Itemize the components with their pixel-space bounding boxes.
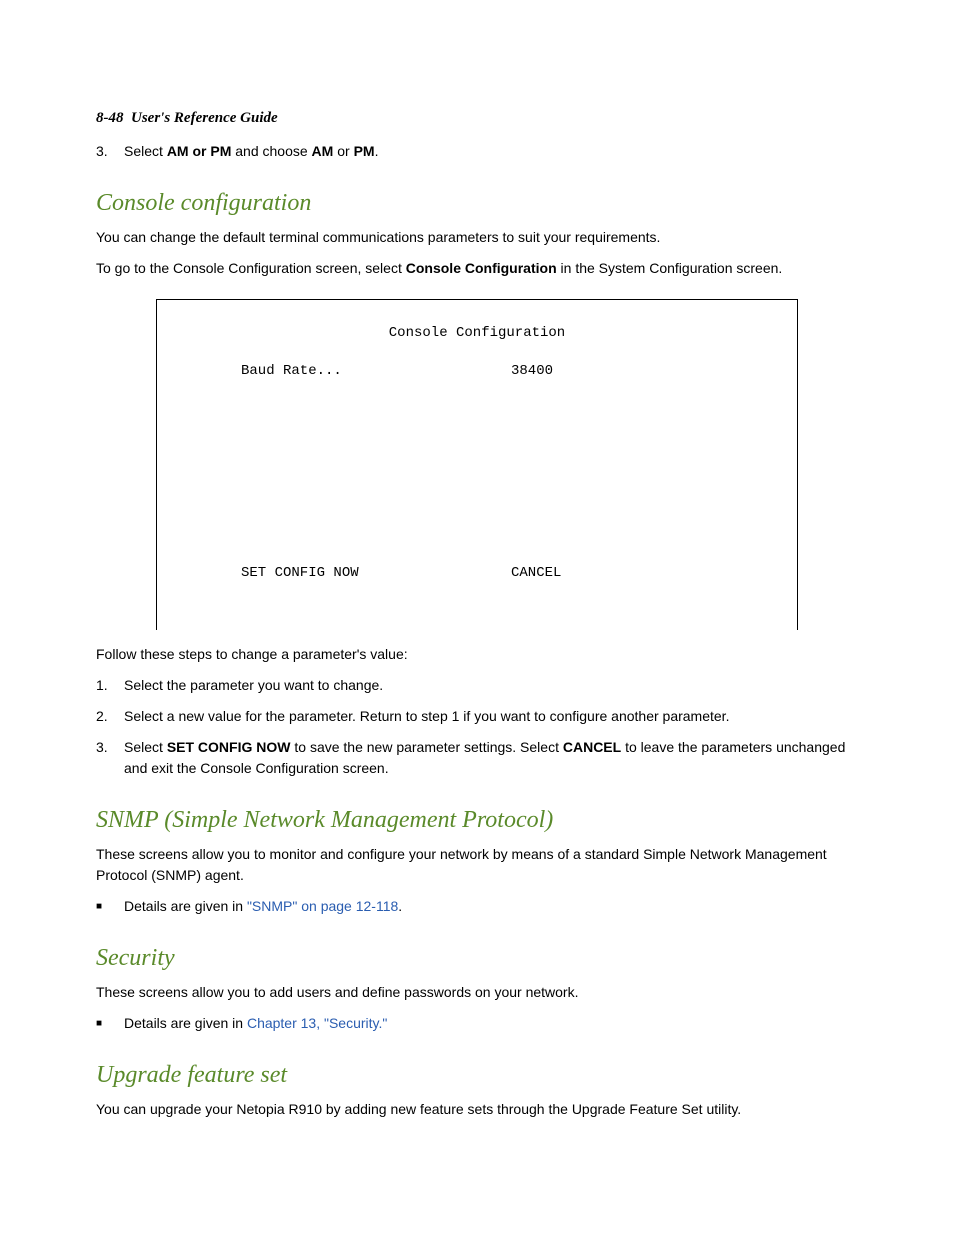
heading-snmp: SNMP (Simple Network Management Protocol…	[96, 807, 858, 834]
list-item: 3. Select AM or PM and choose AM or PM.	[96, 141, 858, 162]
paragraph: You can upgrade your Netopia R910 by add…	[96, 1099, 858, 1120]
paragraph: You can change the default terminal comm…	[96, 227, 858, 248]
paragraph: These screens allow you to monitor and c…	[96, 844, 858, 886]
paragraph: To go to the Console Configuration scree…	[96, 258, 858, 279]
page-number: 8-48	[96, 110, 124, 126]
list-item: 1. Select the parameter you want to chan…	[96, 675, 858, 696]
paragraph: These screens allow you to add users and…	[96, 982, 858, 1003]
list-body: Select AM or PM and choose AM or PM.	[124, 141, 858, 162]
console-screenshot: Console Configuration Baud Rate... 38400…	[156, 299, 798, 630]
list-body: Select a new value for the parameter. Re…	[124, 706, 858, 727]
bullet-body: Details are given in "SNMP" on page 12-1…	[124, 896, 402, 917]
list-item: 2. Select a new value for the parameter.…	[96, 706, 858, 727]
link-security[interactable]: Chapter 13, "Security."	[247, 1015, 387, 1031]
heading-security: Security	[96, 945, 858, 972]
bullet-icon: ■	[96, 1013, 124, 1034]
paragraph: Follow these steps to change a parameter…	[96, 644, 858, 665]
console-cancel: CANCEL	[511, 564, 561, 584]
console-buttons: SET CONFIG NOW CANCEL	[187, 564, 767, 584]
bullet-item: ■ Details are given in Chapter 13, "Secu…	[96, 1013, 858, 1034]
heading-upgrade: Upgrade feature set	[96, 1062, 858, 1089]
page-content: 8-48 User's Reference Guide 3. Select AM…	[0, 0, 954, 1190]
console-value: 38400	[511, 362, 553, 382]
link-snmp[interactable]: "SNMP" on page 12-118	[247, 898, 398, 914]
console-title: Console Configuration	[187, 324, 767, 344]
bullet-body: Details are given in Chapter 13, "Securi…	[124, 1013, 387, 1034]
console-label: Baud Rate...	[241, 362, 511, 382]
console-set-config: SET CONFIG NOW	[241, 564, 511, 584]
list-number: 2.	[96, 706, 124, 727]
list-number: 3.	[96, 141, 124, 162]
list-body: Select SET CONFIG NOW to save the new pa…	[124, 737, 858, 779]
guide-title: User's Reference Guide	[131, 110, 278, 126]
list-body: Select the parameter you want to change.	[124, 675, 858, 696]
page-header: 8-48 User's Reference Guide	[96, 110, 858, 127]
console-row: Baud Rate... 38400	[187, 362, 767, 382]
heading-console-configuration: Console configuration	[96, 190, 858, 217]
bullet-item: ■ Details are given in "SNMP" on page 12…	[96, 896, 858, 917]
list-item: 3. Select SET CONFIG NOW to save the new…	[96, 737, 858, 779]
bullet-icon: ■	[96, 896, 124, 917]
list-number: 3.	[96, 737, 124, 779]
list-number: 1.	[96, 675, 124, 696]
